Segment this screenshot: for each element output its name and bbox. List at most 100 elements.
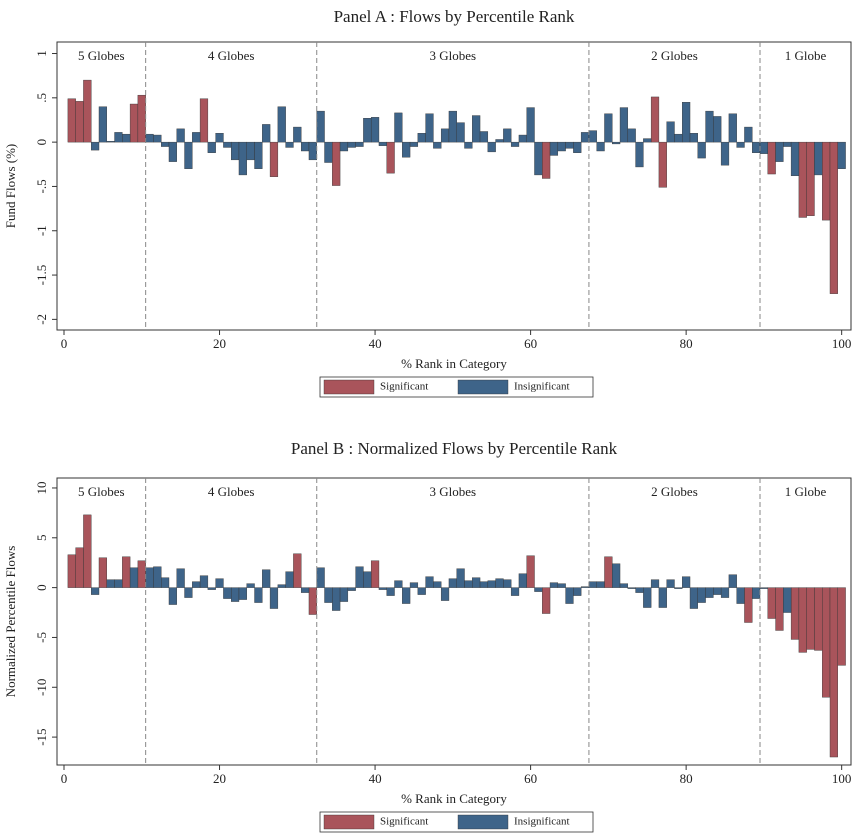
bar [355, 141, 364, 147]
bar [619, 583, 629, 588]
bar [238, 587, 247, 600]
bar [822, 587, 831, 698]
plot-frame [56, 41, 852, 331]
bar [705, 110, 714, 143]
y-tick-label: 1 [34, 50, 49, 57]
bar [168, 141, 177, 162]
bar [456, 568, 465, 588]
bar [674, 133, 683, 143]
bar [153, 134, 162, 143]
bar [114, 132, 123, 143]
region-label: 5 Globes [78, 484, 125, 499]
bar [98, 557, 107, 588]
y-tick-label: .5 [34, 93, 49, 103]
bar [837, 141, 846, 169]
bar [192, 581, 201, 588]
bar [161, 577, 170, 588]
bar [83, 79, 92, 143]
bar [184, 141, 193, 169]
bar [612, 563, 621, 588]
bar [612, 141, 621, 145]
bar [332, 141, 341, 186]
bar [246, 583, 255, 588]
bar [580, 132, 590, 143]
bar [604, 113, 613, 143]
bar [806, 587, 815, 650]
bar [223, 587, 232, 599]
bar [378, 141, 387, 146]
bar [176, 128, 185, 143]
bar [689, 133, 698, 143]
bar [145, 567, 154, 588]
bar [409, 582, 419, 588]
bar [783, 141, 792, 147]
bar [682, 576, 691, 588]
legend-frame [319, 811, 594, 833]
bar [425, 576, 434, 588]
plot-frame [56, 477, 852, 766]
bar [456, 122, 465, 143]
bar [534, 141, 543, 176]
region-label: 3 Globes [430, 48, 477, 63]
bar [650, 579, 660, 588]
bar [386, 141, 395, 174]
legend-label: Significant [380, 816, 428, 828]
bar [822, 141, 831, 221]
bar [448, 110, 457, 143]
panel-title: Panel B : Normalized Flows by Percentile… [291, 439, 618, 458]
bar [106, 579, 115, 588]
bar [806, 141, 815, 216]
bar [300, 587, 310, 593]
bar [199, 575, 209, 588]
bar [347, 587, 356, 591]
bar [293, 126, 302, 143]
bar [363, 118, 372, 143]
bar [759, 587, 768, 589]
x-tick-label: 20 [213, 771, 226, 786]
legend-label: Significant [380, 381, 428, 393]
bar [736, 141, 745, 148]
bar [114, 579, 123, 588]
bar [837, 587, 846, 666]
bar [254, 587, 263, 603]
bar [394, 580, 403, 588]
bar [573, 587, 582, 596]
bar [370, 117, 380, 143]
bar [67, 98, 76, 143]
bar [316, 110, 325, 143]
y-tick-label: -.5 [34, 179, 49, 193]
bar [790, 587, 800, 640]
region-label: 1 Globe [785, 484, 827, 499]
bar [697, 587, 706, 603]
bar [588, 130, 597, 143]
bar [145, 133, 154, 143]
bar [363, 571, 372, 588]
bar [705, 587, 714, 598]
bar [510, 587, 520, 596]
bar [106, 141, 115, 143]
bar [503, 128, 512, 143]
y-tick-label: -1 [34, 225, 49, 236]
x-tick-label: 40 [369, 336, 382, 351]
bar [168, 587, 177, 605]
bar [215, 578, 224, 588]
x-tick-label: 0 [61, 771, 68, 786]
y-tick-label: -2 [34, 314, 49, 325]
legend-label: Insignificant [514, 381, 570, 393]
region-label: 5 Globes [78, 48, 125, 63]
bar [440, 587, 450, 601]
bar [643, 138, 652, 143]
x-tick-label: 80 [680, 336, 693, 351]
x-tick-label: 60 [524, 771, 537, 786]
bar [526, 107, 535, 143]
bar [829, 587, 838, 758]
bar [440, 128, 450, 143]
bar [207, 141, 216, 153]
bar [316, 567, 325, 588]
x-axis-label: % Rank in Category [401, 791, 507, 806]
bar [682, 102, 691, 143]
bar [184, 587, 193, 598]
bar [744, 126, 753, 143]
legend-swatch [457, 379, 509, 395]
bar [479, 131, 489, 143]
